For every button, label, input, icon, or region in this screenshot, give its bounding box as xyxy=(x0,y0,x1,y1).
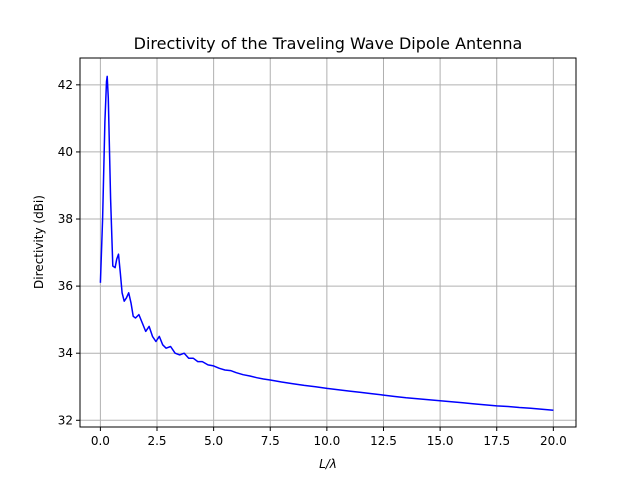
grid-lines xyxy=(80,58,576,427)
y-tick-label: 34 xyxy=(58,346,73,360)
chart-title: Directivity of the Traveling Wave Dipole… xyxy=(134,34,523,53)
x-tick-label: 2.5 xyxy=(147,434,166,448)
x-tick-label: 5.0 xyxy=(204,434,223,448)
x-axis-label: L/λ xyxy=(319,457,337,471)
series-layer xyxy=(99,75,554,411)
y-axis-ticks: 32 34 36 38 40 42 xyxy=(58,78,80,427)
y-tick-label: 32 xyxy=(58,413,73,427)
series-line xyxy=(99,75,554,411)
x-tick-label: 20.0 xyxy=(540,434,567,448)
y-tick-label: 38 xyxy=(58,212,73,226)
y-tick-label: 42 xyxy=(58,78,73,92)
x-tick-label: 15.0 xyxy=(427,434,454,448)
x-axis-ticks: 0.0 2.5 5.0 7.5 10.0 12.5 15.0 17.5 20.0 xyxy=(91,427,567,448)
y-tick-label: 36 xyxy=(58,279,73,293)
x-tick-label: 10.0 xyxy=(314,434,341,448)
x-tick-label: 12.5 xyxy=(370,434,397,448)
x-tick-label: 17.5 xyxy=(483,434,510,448)
plot-frame xyxy=(79,57,577,428)
y-tick-label: 40 xyxy=(58,145,73,159)
x-tick-label: 0.0 xyxy=(91,434,110,448)
y-axis-label: Directivity (dBi) xyxy=(32,195,46,289)
x-tick-label: 7.5 xyxy=(261,434,280,448)
